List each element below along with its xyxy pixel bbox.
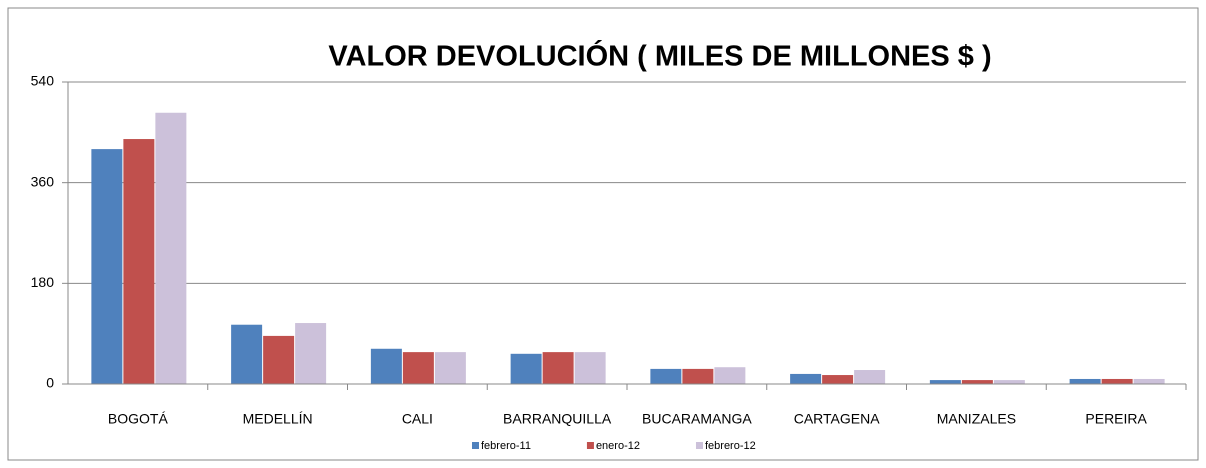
bar [822, 375, 854, 384]
chart-border [7, 7, 1199, 461]
bar [402, 352, 434, 384]
bar [263, 335, 295, 384]
bar [370, 348, 402, 384]
bar [682, 368, 714, 384]
x-tick-label: BARRANQUILLA [503, 411, 612, 427]
bar [123, 139, 155, 384]
y-tick-label: 180 [31, 274, 55, 290]
legend-label: enero-12 [596, 440, 640, 452]
bar [231, 324, 263, 384]
bar [714, 367, 746, 384]
bar [510, 353, 542, 384]
y-tick-label: 0 [46, 375, 54, 391]
bar [993, 380, 1025, 384]
x-tick-label: BUCARAMANGA [642, 411, 752, 427]
bar [1133, 378, 1165, 384]
x-tick-label: BOGOTÁ [108, 411, 169, 427]
bar [91, 149, 123, 384]
bar [790, 373, 822, 384]
x-tick-label: MEDELLÍN [243, 411, 313, 427]
x-tick-label: PEREIRA [1085, 411, 1147, 427]
legend-swatch [586, 442, 594, 449]
bar [155, 112, 187, 384]
bar [929, 380, 961, 384]
x-tick-label: CARTAGENA [794, 411, 880, 427]
bar [434, 352, 466, 384]
legend-label: febrero-11 [481, 440, 531, 452]
y-tick-label: 360 [31, 173, 55, 189]
chart-title: VALOR DEVOLUCIÓN ( MILES DE MILLONES $ ) [328, 39, 991, 73]
x-tick-label: MANIZALES [937, 411, 1016, 427]
bar [854, 370, 886, 384]
y-tick-label: 540 [31, 73, 55, 89]
bar [961, 380, 993, 384]
x-tick-label: CALI [402, 411, 433, 427]
bar [650, 368, 682, 384]
bar [295, 323, 327, 384]
legend-swatch [472, 442, 479, 449]
legend-swatch [695, 442, 703, 449]
bar [1069, 378, 1101, 384]
bar [1101, 378, 1133, 384]
bar [574, 352, 606, 384]
legend-label: febrero-12 [705, 440, 756, 452]
bar [542, 352, 574, 384]
